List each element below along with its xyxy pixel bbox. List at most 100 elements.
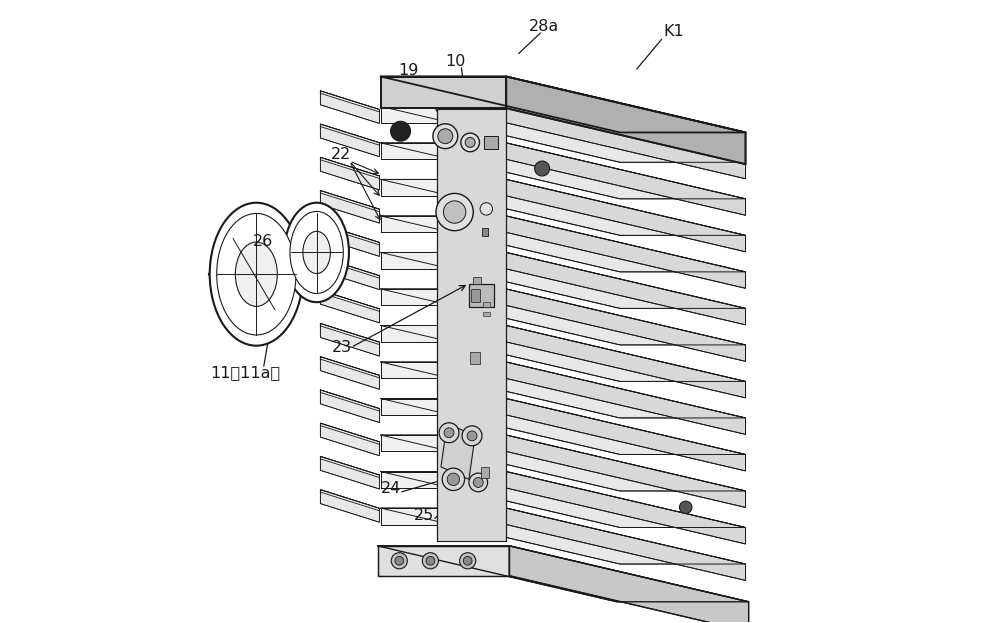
Text: 26: 26 xyxy=(252,234,273,249)
Polygon shape xyxy=(506,143,746,216)
Polygon shape xyxy=(381,399,506,415)
Polygon shape xyxy=(381,508,506,525)
Polygon shape xyxy=(320,423,379,456)
Polygon shape xyxy=(381,399,746,454)
Polygon shape xyxy=(381,216,506,232)
Circle shape xyxy=(433,124,458,149)
Text: 23: 23 xyxy=(331,340,352,355)
Polygon shape xyxy=(320,157,379,178)
Polygon shape xyxy=(320,490,379,511)
Circle shape xyxy=(444,428,454,438)
Circle shape xyxy=(467,431,477,441)
Circle shape xyxy=(447,473,460,485)
Ellipse shape xyxy=(284,202,349,302)
Text: 22: 22 xyxy=(331,148,352,163)
Polygon shape xyxy=(320,423,379,444)
Text: 11〈11a〉: 11〈11a〉 xyxy=(210,365,280,380)
Polygon shape xyxy=(381,472,746,528)
Ellipse shape xyxy=(235,242,277,307)
Bar xyxy=(470,352,480,364)
Circle shape xyxy=(436,193,473,231)
Polygon shape xyxy=(320,157,379,190)
Circle shape xyxy=(480,202,493,215)
Polygon shape xyxy=(320,191,379,223)
Polygon shape xyxy=(381,143,746,199)
Bar xyxy=(483,302,490,307)
Polygon shape xyxy=(320,390,379,411)
Circle shape xyxy=(461,133,479,152)
Circle shape xyxy=(462,426,482,446)
Bar xyxy=(469,283,494,307)
Bar xyxy=(481,467,489,478)
Polygon shape xyxy=(381,472,506,488)
Polygon shape xyxy=(320,124,379,156)
Circle shape xyxy=(426,556,435,565)
Polygon shape xyxy=(437,110,506,541)
Polygon shape xyxy=(320,257,379,290)
Polygon shape xyxy=(381,179,746,235)
Polygon shape xyxy=(320,357,379,378)
Text: 28a: 28a xyxy=(528,19,559,34)
Polygon shape xyxy=(381,107,746,163)
Circle shape xyxy=(439,423,459,443)
Polygon shape xyxy=(381,508,746,564)
Polygon shape xyxy=(320,457,379,477)
Polygon shape xyxy=(320,191,379,212)
Polygon shape xyxy=(506,77,746,164)
Text: 10: 10 xyxy=(445,54,465,69)
Polygon shape xyxy=(320,91,379,123)
Polygon shape xyxy=(320,124,379,145)
Polygon shape xyxy=(506,508,746,581)
Circle shape xyxy=(535,161,550,176)
Polygon shape xyxy=(381,77,746,133)
Bar xyxy=(483,312,490,316)
Polygon shape xyxy=(320,257,379,278)
Polygon shape xyxy=(320,323,379,345)
Text: 25: 25 xyxy=(414,508,434,523)
Polygon shape xyxy=(320,323,379,356)
Polygon shape xyxy=(381,179,506,196)
Polygon shape xyxy=(506,435,746,507)
Polygon shape xyxy=(381,107,506,123)
Polygon shape xyxy=(320,490,379,522)
Circle shape xyxy=(443,201,466,223)
Polygon shape xyxy=(506,216,746,288)
Polygon shape xyxy=(506,399,746,471)
Polygon shape xyxy=(506,362,746,434)
Text: 24: 24 xyxy=(381,481,401,496)
Polygon shape xyxy=(381,289,746,345)
Polygon shape xyxy=(320,290,379,323)
Polygon shape xyxy=(320,91,379,112)
Polygon shape xyxy=(506,252,746,325)
Text: 19: 19 xyxy=(398,63,418,78)
Polygon shape xyxy=(381,435,506,452)
Polygon shape xyxy=(506,472,746,544)
Circle shape xyxy=(438,129,453,144)
Circle shape xyxy=(465,138,475,148)
Polygon shape xyxy=(381,362,746,418)
Polygon shape xyxy=(381,252,746,308)
Bar xyxy=(473,277,481,283)
Ellipse shape xyxy=(217,214,296,335)
Circle shape xyxy=(442,468,465,490)
Polygon shape xyxy=(320,390,379,422)
Polygon shape xyxy=(378,546,509,576)
Polygon shape xyxy=(320,290,379,312)
Polygon shape xyxy=(381,143,506,159)
Circle shape xyxy=(473,477,483,487)
Ellipse shape xyxy=(303,231,330,273)
Bar xyxy=(484,136,498,149)
Polygon shape xyxy=(320,457,379,489)
Polygon shape xyxy=(441,424,475,479)
Polygon shape xyxy=(381,252,506,269)
Circle shape xyxy=(463,556,472,565)
Circle shape xyxy=(679,501,692,513)
Polygon shape xyxy=(506,325,746,398)
Polygon shape xyxy=(320,357,379,389)
Text: K1: K1 xyxy=(664,24,684,39)
Circle shape xyxy=(391,553,407,569)
Polygon shape xyxy=(378,546,749,602)
Polygon shape xyxy=(381,216,746,272)
Polygon shape xyxy=(381,325,746,381)
Circle shape xyxy=(460,553,476,569)
